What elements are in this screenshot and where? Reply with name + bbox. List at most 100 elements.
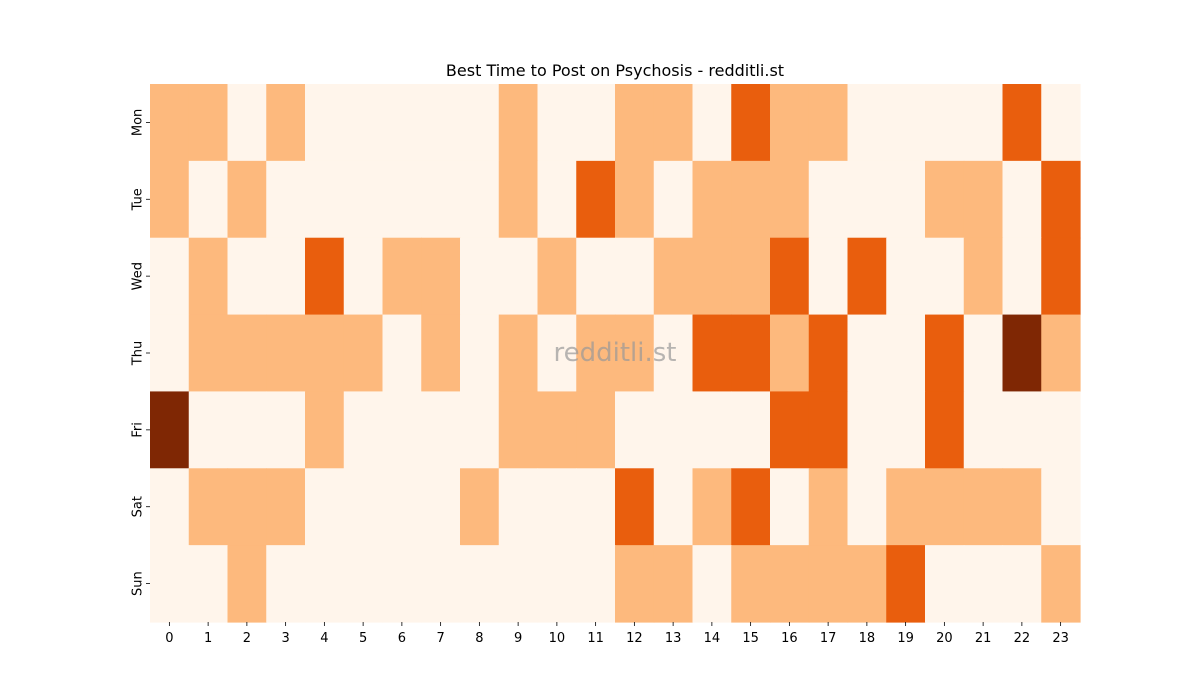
heatmap-cell-thu-16 xyxy=(770,314,810,393)
heatmap-cell-thu-17 xyxy=(808,314,849,393)
heatmap-cell-sat-11 xyxy=(576,468,616,546)
x-tick-label-5: 5 xyxy=(359,631,367,646)
heatmap-cell-thu-2 xyxy=(227,314,267,393)
heatmap-cell-thu-22 xyxy=(1002,314,1042,393)
heatmap-cell-thu-7 xyxy=(421,314,461,393)
x-tick-label-18: 18 xyxy=(859,631,876,646)
heatmap-cell-wed-9 xyxy=(498,237,539,316)
heatmap-cell-sun-4 xyxy=(305,545,345,623)
heatmap-cell-fri-11 xyxy=(576,391,616,469)
heatmap-cell-sun-15 xyxy=(731,545,771,623)
heatmap-cell-sat-0 xyxy=(150,468,190,546)
heatmap-cell-tue-14 xyxy=(692,160,732,239)
x-tick-label-10: 10 xyxy=(549,631,566,646)
heatmap-cell-thu-12 xyxy=(615,314,655,393)
heatmap-cell-tue-2 xyxy=(227,160,267,239)
heatmap-cell-wed-21 xyxy=(963,237,1004,316)
y-tick-label-fri: Fri xyxy=(131,422,146,438)
x-tick-label-16: 16 xyxy=(781,631,798,646)
heatmap-cell-sun-13 xyxy=(653,545,694,623)
heatmap-cell-wed-14 xyxy=(692,237,732,316)
heatmap-cell-fri-16 xyxy=(770,391,810,469)
heatmap-cell-thu-18 xyxy=(847,314,887,393)
heatmap-cell-fri-2 xyxy=(227,391,267,469)
heatmap-cell-wed-12 xyxy=(615,237,655,316)
heatmap-cell-fri-9 xyxy=(498,391,539,469)
heatmap-cell-sat-1 xyxy=(188,468,229,546)
heatmap-cells xyxy=(150,84,1081,623)
heatmap-cell-sat-9 xyxy=(498,468,539,546)
heatmap-cell-sun-3 xyxy=(266,545,306,623)
heatmap-cell-wed-23 xyxy=(1041,237,1081,316)
heatmap-cell-tue-1 xyxy=(188,160,229,239)
heatmap-cell-mon-23 xyxy=(1041,84,1081,162)
heatmap-cell-sat-8 xyxy=(460,468,500,546)
heatmap-cell-tue-15 xyxy=(731,160,771,239)
x-axis-ticks: 0 1 2 3 4 5 6 7 8 9 10 11 12 13 14 15 16 17 18 19 20 21 22 23 xyxy=(165,622,1069,646)
heatmap-cell-tue-0 xyxy=(150,160,190,239)
heatmap-cell-mon-9 xyxy=(498,84,539,162)
heatmap-cell-wed-0 xyxy=(150,237,190,316)
heatmap-cell-fri-6 xyxy=(382,391,422,469)
x-tick-label-13: 13 xyxy=(665,631,682,646)
y-axis-ticks: Mon Tue Wed Thu Fri Sat Sun xyxy=(131,109,150,596)
heatmap-cell-sun-16 xyxy=(770,545,810,623)
y-tick-label-sat: Sat xyxy=(131,496,146,517)
watermark: redditli.st xyxy=(554,338,677,368)
heatmap-cell-tue-18 xyxy=(847,160,887,239)
heatmap-cell-sun-7 xyxy=(421,545,461,623)
heatmap-cell-wed-1 xyxy=(188,237,229,316)
x-tick-label-3: 3 xyxy=(281,631,289,646)
x-tick-label-19: 19 xyxy=(897,631,914,646)
heatmap-cell-wed-5 xyxy=(343,237,384,316)
heatmap-cell-sat-17 xyxy=(808,468,849,546)
x-tick-label-23: 23 xyxy=(1052,631,1069,646)
heatmap-cell-mon-14 xyxy=(692,84,732,162)
x-tick-label-22: 22 xyxy=(1014,631,1031,646)
heatmap-cell-sat-21 xyxy=(963,468,1004,546)
heatmap-cell-wed-17 xyxy=(808,237,849,316)
heatmap-cell-mon-1 xyxy=(188,84,229,162)
heatmap-cell-mon-18 xyxy=(847,84,887,162)
heatmap-cell-sat-16 xyxy=(770,468,810,546)
x-tick-label-6: 6 xyxy=(398,631,406,646)
heatmap-cell-wed-8 xyxy=(460,237,500,316)
heatmap-cell-thu-14 xyxy=(692,314,732,393)
heatmap-cell-mon-6 xyxy=(382,84,422,162)
heatmap-cell-fri-12 xyxy=(615,391,655,469)
heatmap-cell-wed-7 xyxy=(421,237,461,316)
heatmap-cell-thu-9 xyxy=(498,314,539,393)
heatmap-cell-wed-2 xyxy=(227,237,267,316)
heatmap-cell-wed-11 xyxy=(576,237,616,316)
heatmap-cell-mon-13 xyxy=(653,84,694,162)
heatmap-cell-thu-10 xyxy=(537,314,577,393)
heatmap-cell-mon-19 xyxy=(886,84,926,162)
heatmap-cell-mon-3 xyxy=(266,84,306,162)
heatmap-cell-sun-19 xyxy=(886,545,926,623)
heatmap-cell-sat-3 xyxy=(266,468,306,546)
heatmap-cell-sun-18 xyxy=(847,545,887,623)
heatmap-cell-mon-7 xyxy=(421,84,461,162)
x-tick-label-20: 20 xyxy=(936,631,953,646)
heatmap-cell-mon-16 xyxy=(770,84,810,162)
heatmap-cell-tue-8 xyxy=(460,160,500,239)
heatmap-cell-thu-8 xyxy=(460,314,500,393)
heatmap-cell-sun-17 xyxy=(808,545,849,623)
heatmap-cell-wed-18 xyxy=(847,237,887,316)
heatmap-cell-sat-19 xyxy=(886,468,926,546)
heatmap-cell-mon-2 xyxy=(227,84,267,162)
heatmap-cell-wed-10 xyxy=(537,237,577,316)
heatmap-cell-tue-16 xyxy=(770,160,810,239)
heatmap-cell-tue-20 xyxy=(925,160,965,239)
x-tick-label-9: 9 xyxy=(514,631,522,646)
x-tick-label-7: 7 xyxy=(436,631,444,646)
heatmap-cell-sun-1 xyxy=(188,545,229,623)
y-tick-label-sun: Sun xyxy=(131,571,146,596)
heatmap-cell-wed-6 xyxy=(382,237,422,316)
heatmap-cell-tue-11 xyxy=(576,160,616,239)
heatmap-cell-mon-8 xyxy=(460,84,500,162)
heatmap-cell-thu-11 xyxy=(576,314,616,393)
heatmap-cell-thu-19 xyxy=(886,314,926,393)
y-tick-label-mon: Mon xyxy=(131,109,146,136)
heatmap-cell-mon-0 xyxy=(150,84,190,162)
